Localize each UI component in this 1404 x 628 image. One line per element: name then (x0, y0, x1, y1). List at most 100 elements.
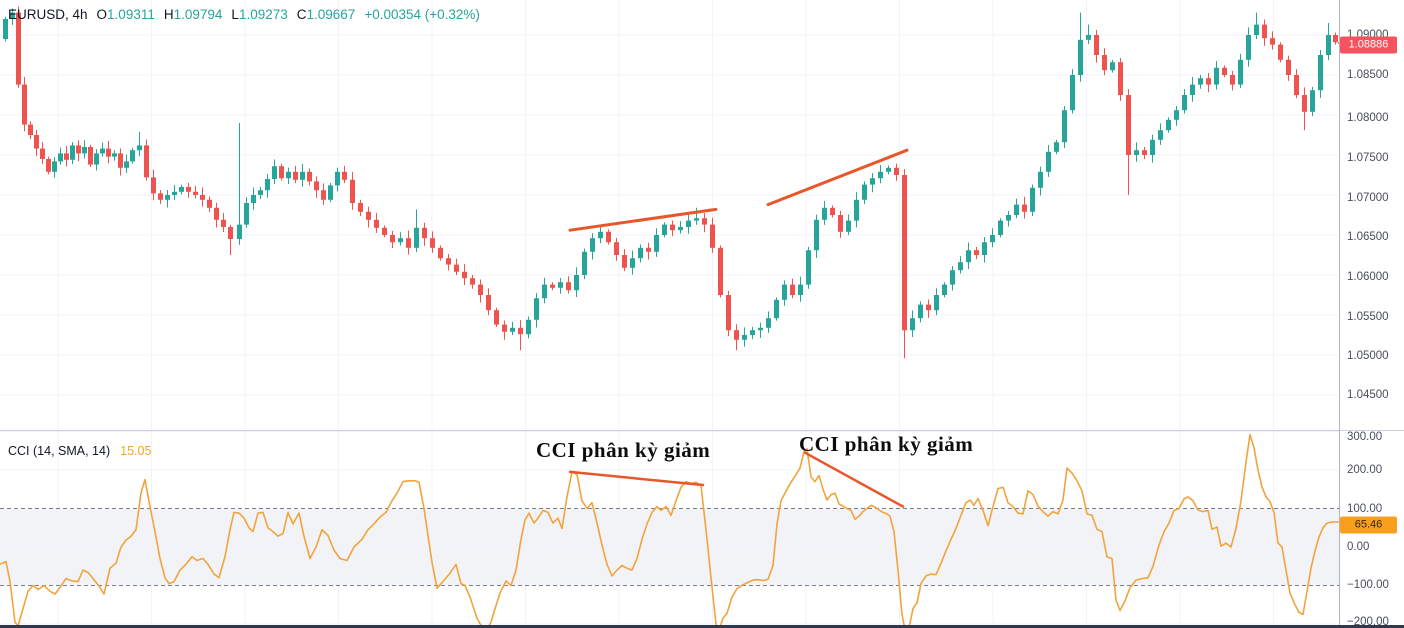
candle-body (590, 238, 595, 252)
candle-body (1326, 35, 1331, 55)
cci-line-series (0, 433, 1339, 625)
candle-body (272, 166, 277, 179)
candle-body (806, 250, 811, 285)
candle-body (286, 171, 291, 179)
candle-body (1166, 119, 1171, 131)
candle-body (838, 215, 843, 232)
candle-body (646, 247, 651, 252)
candle-body (574, 275, 579, 291)
candle-body (518, 327, 523, 335)
candle-body (670, 224, 675, 231)
candle-body (22, 84, 27, 125)
candle-body (478, 284, 483, 295)
candle-body (52, 161, 57, 172)
candle-body (244, 203, 249, 225)
candle-body (1310, 90, 1315, 112)
candle-body (1158, 130, 1163, 140)
price-axis-border (1339, 0, 1340, 625)
candle-body (558, 282, 563, 288)
candle-body (1014, 204, 1019, 215)
candle-body (1238, 59, 1243, 85)
cci-tick-label: 200.00 (1347, 464, 1383, 476)
candle-body (398, 238, 403, 243)
candle-body (910, 318, 915, 331)
candle-body (1086, 35, 1091, 40)
candle-body (742, 335, 747, 340)
candle-body (207, 199, 212, 208)
candle-body (550, 284, 555, 288)
candle-body (726, 295, 731, 331)
candle-body (750, 330, 755, 335)
candle-body (1022, 204, 1027, 212)
cci-tick-label: 0.00 (1347, 541, 1370, 553)
candle-body (878, 171, 883, 179)
candle-body (279, 166, 284, 179)
symbol-legend[interactable]: EURUSD, 4h O1.09311 H1.09794 L1.09273 C1… (8, 7, 480, 22)
cci-indicator-legend[interactable]: CCI (14, SMA, 14) 15.05 (8, 444, 151, 458)
candle-body (106, 148, 111, 157)
candle-body (76, 145, 81, 154)
candle-body (221, 219, 226, 227)
candle-body (258, 190, 263, 195)
cci-indicator-value: 15.05 (120, 444, 152, 458)
candle-body (130, 150, 135, 162)
candle-body (942, 284, 947, 295)
cci-indicator-title[interactable]: CCI (14, SMA, 14) (8, 444, 111, 458)
candle-body (124, 161, 129, 168)
candle-body (1230, 75, 1235, 85)
candle-body (542, 284, 547, 299)
candle-body (998, 220, 1003, 235)
candle-body (758, 327, 763, 331)
candle-body (1302, 95, 1307, 112)
candle-body (1206, 78, 1211, 85)
pane-separator[interactable] (0, 430, 1404, 431)
candle-body (846, 220, 851, 232)
candle-body (1278, 44, 1283, 60)
candle-body (454, 264, 459, 272)
cci-divergence-trendline[interactable] (803, 451, 905, 508)
candle-body (678, 227, 683, 231)
candle-body (265, 179, 270, 191)
candle-body (790, 284, 795, 295)
candle-body (870, 178, 875, 185)
candle-body (966, 250, 971, 263)
candle-body (862, 184, 867, 200)
candle-body (622, 255, 627, 268)
candle-body (10, 12, 15, 19)
candle-body (526, 319, 531, 335)
last-price-badge: 1.08886 (1340, 36, 1397, 54)
candle-body (494, 310, 499, 325)
candle-body (1318, 55, 1323, 91)
divergence-annotation-2: CCI phân kỳ giảm (799, 432, 974, 456)
candle-body (350, 179, 355, 203)
candle-body (144, 145, 149, 178)
price-divergence-trendline[interactable] (766, 148, 909, 207)
candle-body (172, 191, 177, 195)
candle-body (502, 324, 507, 332)
candle-body (974, 250, 979, 255)
price-divergence-trendline[interactable] (568, 207, 718, 232)
candle-body (470, 278, 475, 285)
cci-tick-label: 300.00 (1347, 431, 1383, 443)
price-tick-label: 1.07000 (1347, 192, 1389, 204)
candle-body (58, 153, 63, 162)
candle-body (358, 203, 363, 212)
candle-body (598, 231, 603, 239)
candle-body (1254, 24, 1259, 35)
candle-body (1262, 24, 1267, 39)
ohlc-low: L1.09273 (231, 7, 288, 22)
candle-body (638, 247, 643, 259)
price-tick-label: 1.05000 (1347, 350, 1389, 362)
candle-body (830, 207, 835, 215)
candle-body (1054, 142, 1059, 152)
cci-divergence-trendline[interactable] (568, 470, 705, 487)
candle-body (662, 224, 667, 235)
candle-body (854, 199, 859, 221)
symbol-title[interactable]: EURUSD, 4h (8, 7, 88, 22)
candle-body (1006, 215, 1011, 221)
candle-body (1142, 150, 1147, 155)
candle-body (165, 195, 170, 200)
price-tick-label: 1.09500 (1347, 0, 1389, 1)
